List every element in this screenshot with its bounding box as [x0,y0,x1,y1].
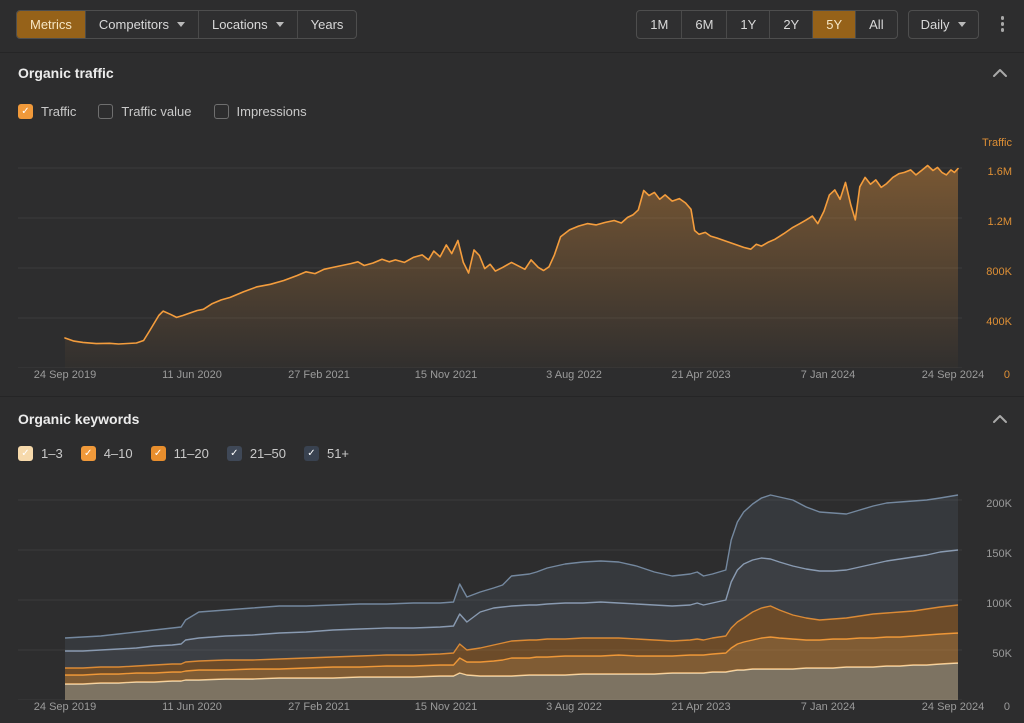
checkbox-pos-21-50-box[interactable] [226,446,242,461]
x-tick: 7 Jan 2024 [800,701,856,713]
metrics-button-label: Metrics [30,16,72,32]
x-tick: 27 Feb 2021 [288,701,350,713]
divider [0,52,1024,53]
y-tick: 50K [992,648,1012,660]
traffic-metric-checkboxes: Traffic Traffic value Impressions [18,104,307,119]
y-tick: 100K [986,598,1012,610]
top-toolbar: Metrics Competitors Locations Years 1M 6… [16,9,1010,39]
range-all-button[interactable]: All [869,16,884,32]
y-zero-label: 0 [1003,369,1010,381]
checkbox-pos-4-10-box[interactable] [80,446,96,461]
y-tick: 1.2M [987,216,1012,228]
more-options-kebab-icon[interactable] [995,12,1011,36]
granularity-dropdown[interactable]: Daily [907,9,979,39]
checkbox-pos-11-20[interactable]: 11–20 [150,446,209,461]
checkbox-traffic-value[interactable]: Traffic value [98,104,192,119]
checkbox-pos-21-50[interactable]: 21–50 [226,446,286,461]
x-tick: 3 Aug 2022 [546,701,602,713]
checkbox-pos-1-3[interactable]: 1–3 [18,446,63,461]
y-tick: 800K [986,266,1012,278]
x-tick: 11 Jun 2020 [162,369,222,381]
organic-traffic-title: Organic traffic [18,65,114,81]
checkbox-pos-4-10[interactable]: 4–10 [80,446,133,461]
y-tick: 400K [986,316,1012,328]
chevron-down-icon [275,21,284,27]
collapse-traffic-chevron-up-icon[interactable] [992,66,1008,84]
x-tick: 24 Sep 2019 [33,701,97,713]
checkbox-traffic-box[interactable] [18,104,33,119]
range-1y-button[interactable]: 1Y [727,10,771,38]
organic-traffic-chart[interactable] [18,140,962,368]
x-tick: 24 Sep 2024 [921,701,985,713]
x-tick: 7 Jan 2024 [800,369,856,381]
checkbox-pos-11-20-box[interactable] [150,446,166,461]
x-tick: 21 Apr 2023 [671,701,731,713]
x-tick: 3 Aug 2022 [546,369,602,381]
locations-dropdown[interactable]: Locations [199,10,298,38]
chevron-down-icon [176,21,185,27]
organic-keywords-chart[interactable] [18,482,962,700]
metrics-button[interactable]: Metrics [17,10,86,38]
checkbox-impressions[interactable]: Impressions [213,104,307,119]
checkbox-pos-1-3-box[interactable] [18,446,33,461]
x-tick: 15 Nov 2021 [414,701,478,713]
range-2y-button[interactable]: 2Y [770,10,814,38]
y-tick: 200K [986,498,1012,510]
competitors-label: Competitors [98,16,169,32]
traffic-axis-title: Traffic [982,137,1012,149]
x-tick: 27 Feb 2021 [288,369,350,381]
x-tick: 15 Nov 2021 [414,369,478,381]
years-button[interactable]: Years [298,11,357,38]
competitors-dropdown[interactable]: Competitors [86,10,199,38]
date-range-group: 1M 6M 1Y 2Y 5Y All [636,9,898,39]
organic-keywords-title: Organic keywords [18,411,140,427]
divider [0,396,1024,397]
checkbox-traffic-value-box[interactable] [98,104,114,119]
x-tick: 24 Sep 2019 [33,369,97,381]
locations-label: Locations [211,16,268,32]
collapse-keywords-chevron-up-icon[interactable] [992,412,1008,430]
chevron-down-icon [957,21,966,27]
keyword-position-checkboxes: 1–3 4–10 11–20 21–50 51+ [18,446,349,461]
y-tick: 1.6M [987,166,1012,178]
checkbox-pos-51plus-box[interactable] [303,446,319,461]
x-tick: 24 Sep 2024 [921,369,985,381]
checkbox-traffic[interactable]: Traffic [18,104,76,119]
range-6m-button[interactable]: 6M [682,10,728,38]
y-zero-label: 0 [1003,701,1010,713]
range-5y-button[interactable]: 5Y [813,10,857,38]
checkbox-impressions-box[interactable] [213,104,229,119]
checkbox-pos-51plus[interactable]: 51+ [303,446,349,461]
range-1m-button[interactable]: 1M [637,10,683,38]
y-tick: 150K [986,548,1012,560]
x-tick: 11 Jun 2020 [162,701,222,713]
granularity-label: Daily [920,16,950,32]
x-tick: 21 Apr 2023 [671,369,731,381]
years-label: Years [310,16,344,32]
view-switcher-group: Metrics Competitors Locations Years [16,9,358,39]
